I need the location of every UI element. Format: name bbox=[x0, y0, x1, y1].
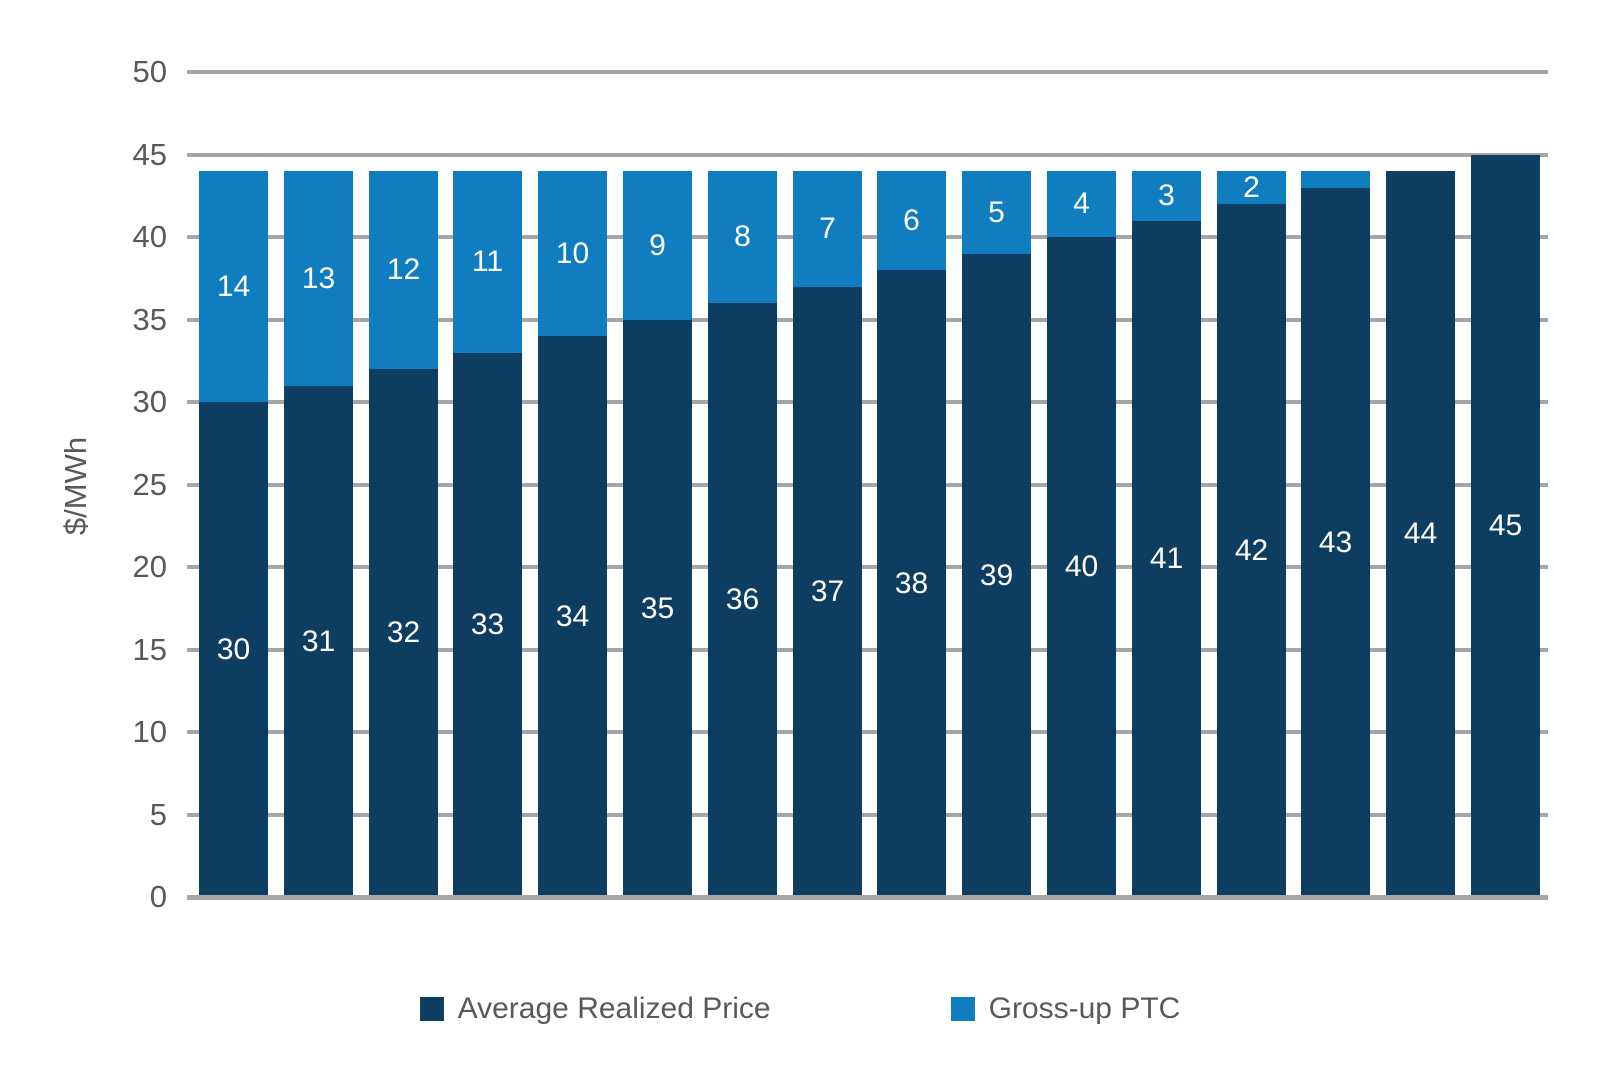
bar-value-label-average-realized-price: 32 bbox=[386, 616, 421, 649]
bar-value-label-average-realized-price: 43 bbox=[1318, 525, 1353, 559]
bar-segment-gross-up-ptc bbox=[1132, 171, 1201, 221]
y-axis-tick-label: 0 bbox=[149, 879, 167, 914]
bar-segment-average-realized-price bbox=[1217, 204, 1286, 897]
legend: Average Realized Price Gross-up PTC bbox=[0, 992, 1600, 1026]
bar-value-label-average-realized-price: 40 bbox=[1064, 550, 1099, 583]
y-axis-tick-label: 35 bbox=[132, 301, 167, 337]
legend-label-gross-up-ptc: Gross-up PTC bbox=[988, 992, 1181, 1025]
bar-segment-average-realized-price bbox=[793, 287, 862, 897]
bar-value-label-average-realized-price: 36 bbox=[725, 583, 760, 616]
bar-segment-gross-up-ptc bbox=[1301, 171, 1370, 188]
bar-segment-gross-up-ptc bbox=[453, 171, 522, 353]
bar-segment-average-realized-price bbox=[538, 336, 607, 897]
y-axis-tick-label: 45 bbox=[132, 136, 167, 172]
bar-segment-gross-up-ptc bbox=[708, 171, 777, 303]
y-axis-tick-label: 5 bbox=[149, 796, 167, 832]
legend-label-average-realized-price: Average Realized Price bbox=[457, 992, 771, 1025]
bar-segment-average-realized-price bbox=[369, 369, 438, 897]
bar-segment-average-realized-price bbox=[1386, 171, 1455, 897]
bar-segment-average-realized-price bbox=[284, 386, 353, 897]
bar-value-label-average-realized-price: 31 bbox=[301, 624, 336, 658]
bar-segment-gross-up-ptc bbox=[538, 171, 607, 336]
y-axis-tick-label: 15 bbox=[132, 631, 167, 667]
gridline bbox=[187, 647, 1548, 652]
gridline bbox=[187, 70, 1548, 74]
bar-segment-gross-up-ptc bbox=[369, 171, 438, 369]
bar-value-label-average-realized-price: 39 bbox=[979, 558, 1014, 592]
bar-value-label-average-realized-price: 45 bbox=[1488, 509, 1523, 542]
bar-segment-average-realized-price bbox=[962, 254, 1031, 897]
bar-segment-gross-up-ptc bbox=[284, 171, 353, 386]
bar-value-label-average-realized-price: 35 bbox=[640, 591, 675, 625]
gridline bbox=[187, 482, 1548, 487]
bar-value-label-average-realized-price: 38 bbox=[894, 566, 929, 600]
gridline bbox=[187, 152, 1548, 157]
gridline bbox=[187, 235, 1548, 239]
bar-segment-average-realized-price bbox=[1471, 155, 1540, 897]
legend-swatch-gross-up-ptc bbox=[950, 997, 975, 1021]
bar-segment-average-realized-price bbox=[877, 270, 946, 897]
bar-segment-gross-up-ptc bbox=[793, 171, 862, 287]
gridline bbox=[187, 565, 1548, 569]
bar-segment-average-realized-price bbox=[1047, 237, 1116, 897]
bar-segment-gross-up-ptc bbox=[1217, 171, 1286, 204]
bar-value-label-gross-up-ptc: 6 bbox=[903, 203, 920, 237]
plot-area: 30 14 31 13 32 12 33 11 34 10 35 9 36 8 37 7 38 6 39 5 40 4 41… bbox=[187, 70, 1548, 900]
bar-value-label-average-realized-price: 30 bbox=[216, 632, 251, 666]
bar-value-label-gross-up-ptc: 10 bbox=[555, 236, 590, 270]
bar-value-label-gross-up-ptc: 11 bbox=[471, 245, 504, 278]
bar-value-label-average-realized-price: 33 bbox=[470, 608, 505, 641]
bar-value-label-gross-up-ptc: 7 bbox=[819, 212, 836, 245]
legend-item-average-realized-price: Average Realized Price bbox=[419, 992, 771, 1026]
bar-value-label-gross-up-ptc: 2 bbox=[1243, 170, 1260, 204]
bar-value-label-gross-up-ptc: 3 bbox=[1158, 179, 1175, 212]
bar-value-label-average-realized-price: 37 bbox=[810, 575, 845, 608]
bar-segment-average-realized-price bbox=[199, 402, 268, 897]
bar-value-label-average-realized-price: 42 bbox=[1234, 533, 1269, 567]
bar-segment-gross-up-ptc bbox=[877, 171, 946, 270]
y-axis-tick-label: 50 bbox=[132, 54, 167, 89]
gridline bbox=[187, 730, 1548, 734]
bar-value-label-gross-up-ptc: 14 bbox=[216, 269, 251, 303]
bar-segment-average-realized-price bbox=[623, 320, 692, 897]
bar-segment-gross-up-ptc bbox=[199, 171, 268, 402]
bar-value-label-gross-up-ptc: 13 bbox=[301, 261, 336, 295]
gridline bbox=[187, 812, 1548, 817]
bar-segment-average-realized-price bbox=[1301, 188, 1370, 897]
bar-value-label-gross-up-ptc: 9 bbox=[649, 228, 666, 262]
bar-segment-gross-up-ptc bbox=[623, 171, 692, 320]
bar-value-label-average-realized-price: 41 bbox=[1149, 542, 1184, 575]
bar-value-label-gross-up-ptc: 5 bbox=[988, 195, 1005, 229]
y-axis-tick-label: 40 bbox=[132, 219, 167, 254]
bar-value-label-average-realized-price: 34 bbox=[555, 599, 590, 633]
y-axis-tick-label: 10 bbox=[132, 714, 167, 749]
x-axis-line bbox=[187, 895, 1548, 900]
bar-segment-average-realized-price bbox=[708, 303, 777, 897]
bar-segment-gross-up-ptc bbox=[1047, 171, 1116, 237]
bar-segment-gross-up-ptc bbox=[962, 171, 1031, 254]
bar-value-label-gross-up-ptc: 4 bbox=[1073, 187, 1090, 220]
gridline bbox=[187, 400, 1548, 404]
bar-value-label-gross-up-ptc: 12 bbox=[386, 253, 421, 286]
bar-value-label-average-realized-price: 44 bbox=[1403, 517, 1438, 550]
bar-segment-average-realized-price bbox=[453, 353, 522, 897]
bar-value-label-gross-up-ptc: 8 bbox=[734, 220, 751, 253]
gridline bbox=[187, 317, 1548, 322]
y-axis-tick-label: 20 bbox=[132, 549, 167, 584]
legend-item-gross-up-ptc: Gross-up PTC bbox=[950, 992, 1181, 1026]
legend-swatch-average-realized-price bbox=[419, 997, 444, 1021]
y-axis-tick-label: 25 bbox=[132, 466, 167, 502]
bar-segment-average-realized-price bbox=[1132, 221, 1201, 897]
y-axis-tick-label: 30 bbox=[132, 384, 167, 419]
